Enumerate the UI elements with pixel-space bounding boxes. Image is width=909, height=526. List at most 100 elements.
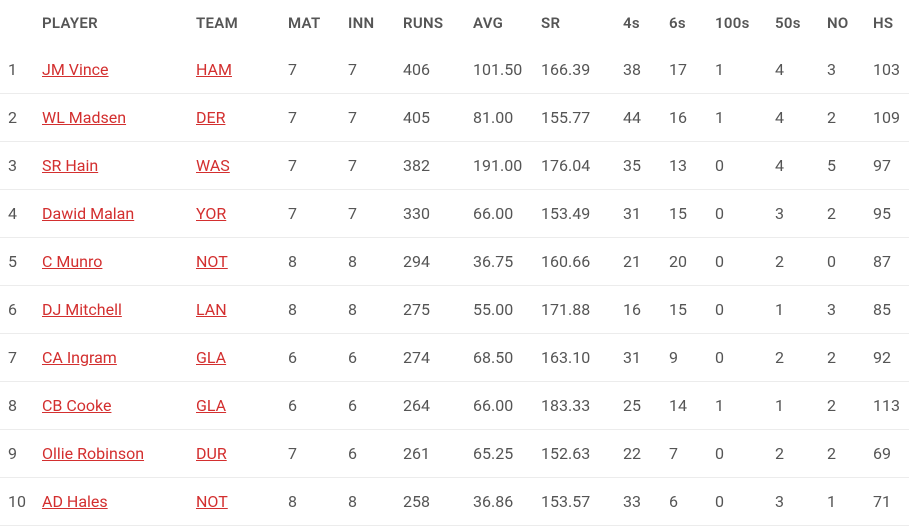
- hundreds-cell: 0: [711, 142, 771, 190]
- sixes-cell: 13: [665, 142, 711, 190]
- no-cell: 2: [823, 94, 869, 142]
- col-4s-header[interactable]: 4s: [619, 0, 665, 46]
- mat-cell: 7: [284, 46, 344, 94]
- table-row: 8CB CookeGLA6626466.00183.332514112113: [0, 382, 909, 430]
- col-mat-header[interactable]: MAT: [284, 0, 344, 46]
- col-100s-header[interactable]: 100s: [711, 0, 771, 46]
- team-link[interactable]: LAN: [196, 300, 227, 319]
- avg-cell: 101.50: [469, 46, 537, 94]
- player-link[interactable]: WL Madsen: [42, 108, 126, 127]
- rank-cell: 2: [0, 94, 38, 142]
- table-row: 1JM VinceHAM77406101.50166.393817143103: [0, 46, 909, 94]
- runs-cell: 274: [399, 334, 469, 382]
- inn-cell: 7: [344, 142, 399, 190]
- no-cell: 2: [823, 190, 869, 238]
- no-cell: 3: [823, 286, 869, 334]
- col-hs-header[interactable]: HS: [869, 0, 909, 46]
- sixes-cell: 20: [665, 238, 711, 286]
- player-link[interactable]: JM Vince: [42, 60, 109, 79]
- hundreds-cell: 0: [711, 478, 771, 526]
- inn-cell: 8: [344, 478, 399, 526]
- inn-cell: 7: [344, 46, 399, 94]
- hs-cell: 87: [869, 238, 909, 286]
- inn-cell: 6: [344, 430, 399, 478]
- player-cell: DJ Mitchell: [38, 286, 192, 334]
- sr-cell: 153.49: [537, 190, 619, 238]
- team-link[interactable]: YOR: [196, 204, 226, 223]
- mat-cell: 7: [284, 94, 344, 142]
- player-link[interactable]: SR Hain: [42, 156, 98, 175]
- col-rank-header[interactable]: [0, 0, 38, 46]
- mat-cell: 8: [284, 478, 344, 526]
- rank-cell: 7: [0, 334, 38, 382]
- table-row: 3SR HainWAS77382191.00176.04351304597: [0, 142, 909, 190]
- team-link[interactable]: HAM: [196, 60, 232, 79]
- hundreds-cell: 0: [711, 334, 771, 382]
- hs-cell: 95: [869, 190, 909, 238]
- team-link[interactable]: NOT: [196, 492, 228, 511]
- hs-cell: 85: [869, 286, 909, 334]
- col-player-header[interactable]: PLAYER: [38, 0, 192, 46]
- runs-cell: 264: [399, 382, 469, 430]
- rank-cell: 8: [0, 382, 38, 430]
- player-link[interactable]: DJ Mitchell: [42, 300, 122, 319]
- col-50s-header[interactable]: 50s: [771, 0, 823, 46]
- team-link[interactable]: DER: [196, 108, 225, 127]
- hs-cell: 113: [869, 382, 909, 430]
- inn-cell: 8: [344, 286, 399, 334]
- team-link[interactable]: GLA: [196, 348, 226, 367]
- player-link[interactable]: Dawid Malan: [42, 204, 134, 223]
- col-6s-header[interactable]: 6s: [665, 0, 711, 46]
- player-link[interactable]: C Munro: [42, 252, 102, 271]
- player-cell: JM Vince: [38, 46, 192, 94]
- fifties-cell: 3: [771, 190, 823, 238]
- sixes-cell: 7: [665, 430, 711, 478]
- mat-cell: 6: [284, 334, 344, 382]
- team-cell: LAN: [192, 286, 284, 334]
- col-no-header[interactable]: NO: [823, 0, 869, 46]
- team-link[interactable]: NOT: [196, 252, 228, 271]
- runs-cell: 405: [399, 94, 469, 142]
- col-team-header[interactable]: TEAM: [192, 0, 284, 46]
- fifties-cell: 2: [771, 430, 823, 478]
- team-cell: GLA: [192, 382, 284, 430]
- fours-cell: 16: [619, 286, 665, 334]
- fifties-cell: 1: [771, 382, 823, 430]
- hundreds-cell: 1: [711, 382, 771, 430]
- player-link[interactable]: Ollie Robinson: [42, 444, 144, 463]
- hundreds-cell: 1: [711, 46, 771, 94]
- hs-cell: 69: [869, 430, 909, 478]
- team-link[interactable]: WAS: [196, 156, 230, 175]
- player-cell: AD Hales: [38, 478, 192, 526]
- sr-cell: 153.57: [537, 478, 619, 526]
- player-link[interactable]: CB Cooke: [42, 396, 111, 415]
- col-runs-header[interactable]: RUNS: [399, 0, 469, 46]
- fours-cell: 33: [619, 478, 665, 526]
- avg-cell: 191.00: [469, 142, 537, 190]
- sr-cell: 183.33: [537, 382, 619, 430]
- player-cell: Dawid Malan: [38, 190, 192, 238]
- hs-cell: 103: [869, 46, 909, 94]
- col-sr-header[interactable]: SR: [537, 0, 619, 46]
- table-row: 10AD HalesNOT8825836.86153.5733603171: [0, 478, 909, 526]
- col-inn-header[interactable]: INN: [344, 0, 399, 46]
- no-cell: 2: [823, 334, 869, 382]
- runs-cell: 261: [399, 430, 469, 478]
- team-link[interactable]: DUR: [196, 444, 227, 463]
- team-cell: DER: [192, 94, 284, 142]
- table-header: PLAYER TEAM MAT INN RUNS AVG SR 4s 6s 10…: [0, 0, 909, 46]
- sr-cell: 171.88: [537, 286, 619, 334]
- mat-cell: 7: [284, 142, 344, 190]
- col-avg-header[interactable]: AVG: [469, 0, 537, 46]
- sixes-cell: 15: [665, 286, 711, 334]
- player-link[interactable]: AD Hales: [42, 492, 108, 511]
- hs-cell: 92: [869, 334, 909, 382]
- team-cell: HAM: [192, 46, 284, 94]
- player-link[interactable]: CA Ingram: [42, 348, 117, 367]
- team-link[interactable]: GLA: [196, 396, 226, 415]
- avg-cell: 55.00: [469, 286, 537, 334]
- hundreds-cell: 0: [711, 286, 771, 334]
- rank-cell: 1: [0, 46, 38, 94]
- player-cell: Ollie Robinson: [38, 430, 192, 478]
- no-cell: 0: [823, 238, 869, 286]
